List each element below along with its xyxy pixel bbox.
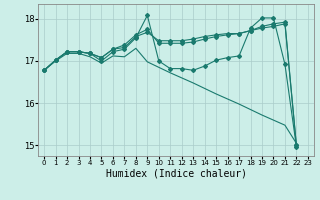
X-axis label: Humidex (Indice chaleur): Humidex (Indice chaleur) — [106, 169, 246, 179]
